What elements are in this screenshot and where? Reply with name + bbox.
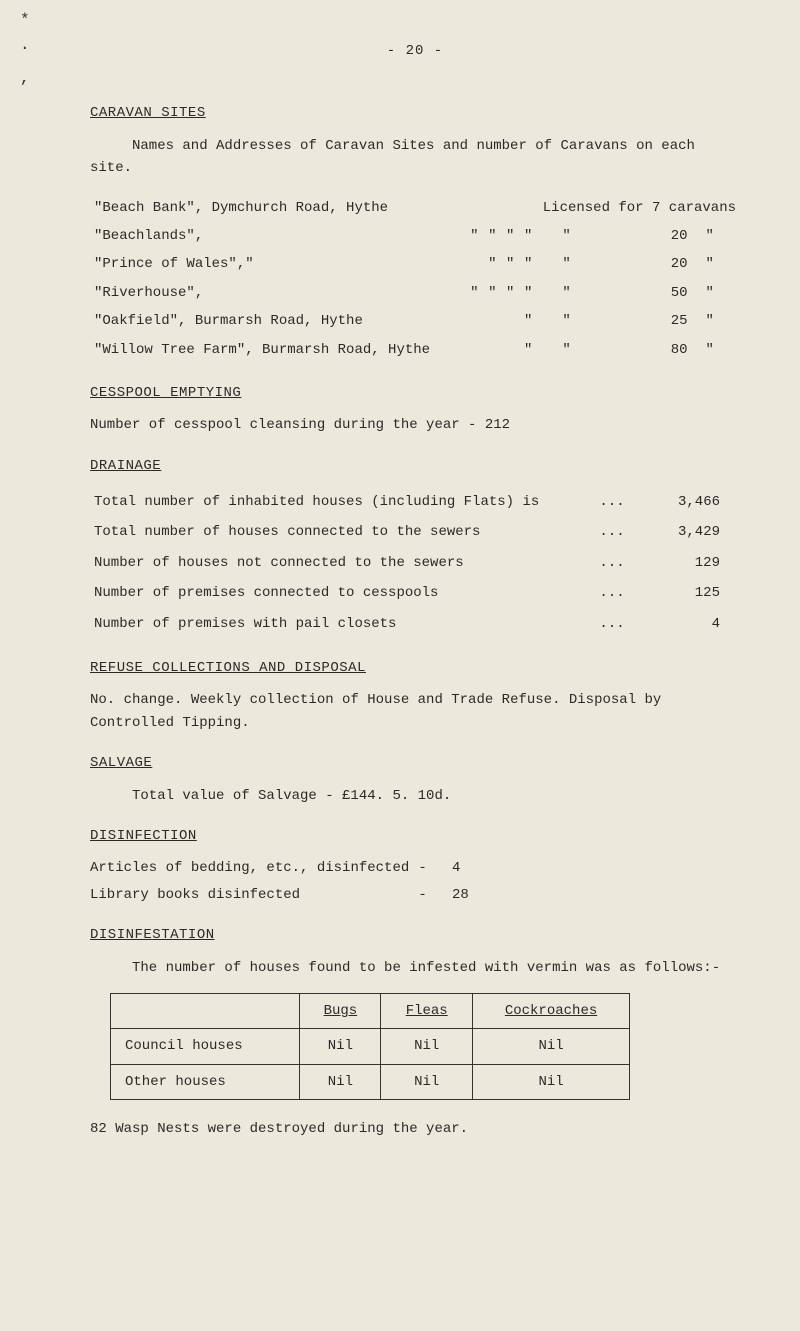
- cell: Nil: [381, 1064, 473, 1099]
- table-row: Other houses Nil Nil Nil: [111, 1064, 630, 1099]
- drain-value: 129: [646, 548, 740, 578]
- disinfection-row: Library books disinfected - 28: [90, 884, 740, 906]
- col-cockroaches: Cockroaches: [473, 993, 630, 1028]
- disinf-label: Library books disinfected: [90, 884, 410, 906]
- vermin-table: Bugs Fleas Cockroaches Council houses Ni…: [110, 993, 630, 1100]
- site-name: "Oakfield", Burmarsh Road, Hythe: [90, 307, 466, 335]
- disinfection-row: Articles of bedding, etc., disinfected -…: [90, 857, 740, 879]
- drain-value: 3,466: [646, 487, 740, 517]
- col-bugs: Bugs: [300, 993, 381, 1028]
- drain-value: 125: [646, 578, 740, 608]
- cell: Nil: [473, 1029, 630, 1064]
- table-row: Total number of houses connected to the …: [90, 517, 740, 547]
- site-count: 80: [597, 336, 702, 364]
- cesspool-text: Number of cesspool cleansing during the …: [90, 414, 740, 436]
- drain-value: 4: [646, 609, 740, 639]
- heading-salvage: SALVAGE: [90, 752, 740, 774]
- wasp-footnote: 82 Wasp Nests were destroyed during the …: [90, 1118, 740, 1140]
- disinf-label: Articles of bedding, etc., disinfected: [90, 857, 410, 879]
- drain-label: Total number of houses connected to the …: [90, 517, 578, 547]
- drain-label: Number of premises connected to cesspool…: [90, 578, 578, 608]
- heading-caravan-sites: CARAVAN SITES: [90, 102, 740, 124]
- vermin-table-wrap: Bugs Fleas Cockroaches Council houses Ni…: [90, 993, 740, 1100]
- site-name: "Beachlands",: [90, 222, 466, 250]
- cell: Nil: [381, 1029, 473, 1064]
- site-name: "Prince of Wales",": [90, 250, 466, 278]
- site-count: 20: [597, 250, 702, 278]
- site-count: 50: [597, 279, 702, 307]
- col-fleas: Fleas: [381, 993, 473, 1028]
- disinf-value: 28: [452, 887, 469, 903]
- heading-refuse: REFUSE COLLECTIONS AND DISPOSAL: [90, 657, 740, 679]
- margin-dot: *: [20, 8, 30, 34]
- table-row: Number of premises with pail closets ...…: [90, 609, 740, 639]
- table-header-row: Bugs Fleas Cockroaches: [111, 993, 630, 1028]
- heading-disinfestation: DISINFESTATION: [90, 924, 740, 946]
- table-row: Number of houses not connected to the se…: [90, 548, 740, 578]
- disinfestation-intro: The number of houses found to be infeste…: [90, 957, 740, 979]
- site-count: 25: [597, 307, 702, 335]
- caravan-sites-table: "Beach Bank", Dymchurch Road, Hythe Lice…: [90, 194, 740, 364]
- cell: Nil: [473, 1064, 630, 1099]
- salvage-text: Total value of Salvage - £144. 5. 10d.: [90, 785, 740, 807]
- table-row: "Beachlands", " " " " " 20 ": [90, 222, 740, 250]
- margin-dot: ,: [20, 66, 30, 92]
- drain-label: Number of houses not connected to the se…: [90, 548, 578, 578]
- drain-label: Total number of inhabited houses (includ…: [90, 487, 578, 517]
- table-row: "Prince of Wales"," " " " " 20 ": [90, 250, 740, 278]
- site-licensed: Licensed for 7 caravans: [520, 194, 740, 222]
- heading-disinfection: DISINFECTION: [90, 825, 740, 847]
- drainage-table: Total number of inhabited houses (includ…: [90, 487, 740, 639]
- site-name: "Beach Bank", Dymchurch Road, Hythe: [90, 194, 466, 222]
- page-number: - 20 -: [90, 40, 740, 62]
- table-row: Council houses Nil Nil Nil: [111, 1029, 630, 1064]
- refuse-text: No. change. Weekly collection of House a…: [90, 689, 740, 734]
- margin-dot: ·: [20, 36, 30, 62]
- heading-drainage: DRAINAGE: [90, 455, 740, 477]
- table-row: Number of premises connected to cesspool…: [90, 578, 740, 608]
- row-label: Council houses: [111, 1029, 300, 1064]
- drain-label: Number of premises with pail closets: [90, 609, 578, 639]
- drain-value: 3,429: [646, 517, 740, 547]
- cell: Nil: [300, 1064, 381, 1099]
- table-row: "Oakfield", Burmarsh Road, Hythe " " 25 …: [90, 307, 740, 335]
- cell: Nil: [300, 1029, 381, 1064]
- table-row: Total number of inhabited houses (includ…: [90, 487, 740, 517]
- site-name: "Willow Tree Farm", Burmarsh Road, Hythe: [90, 336, 466, 364]
- row-label: Other houses: [111, 1064, 300, 1099]
- site-count: 20: [597, 222, 702, 250]
- caravan-intro: Names and Addresses of Caravan Sites and…: [90, 135, 740, 180]
- disinf-value: 4: [452, 860, 460, 876]
- table-row: "Willow Tree Farm", Burmarsh Road, Hythe…: [90, 336, 740, 364]
- table-row: "Beach Bank", Dymchurch Road, Hythe Lice…: [90, 194, 740, 222]
- document-page: * · , - 20 - CARAVAN SITES Names and Add…: [0, 0, 800, 1331]
- table-row: "Riverhouse", " " " " " 50 ": [90, 279, 740, 307]
- site-name: "Riverhouse",: [90, 279, 466, 307]
- heading-cesspool: CESSPOOL EMPTYING: [90, 382, 740, 404]
